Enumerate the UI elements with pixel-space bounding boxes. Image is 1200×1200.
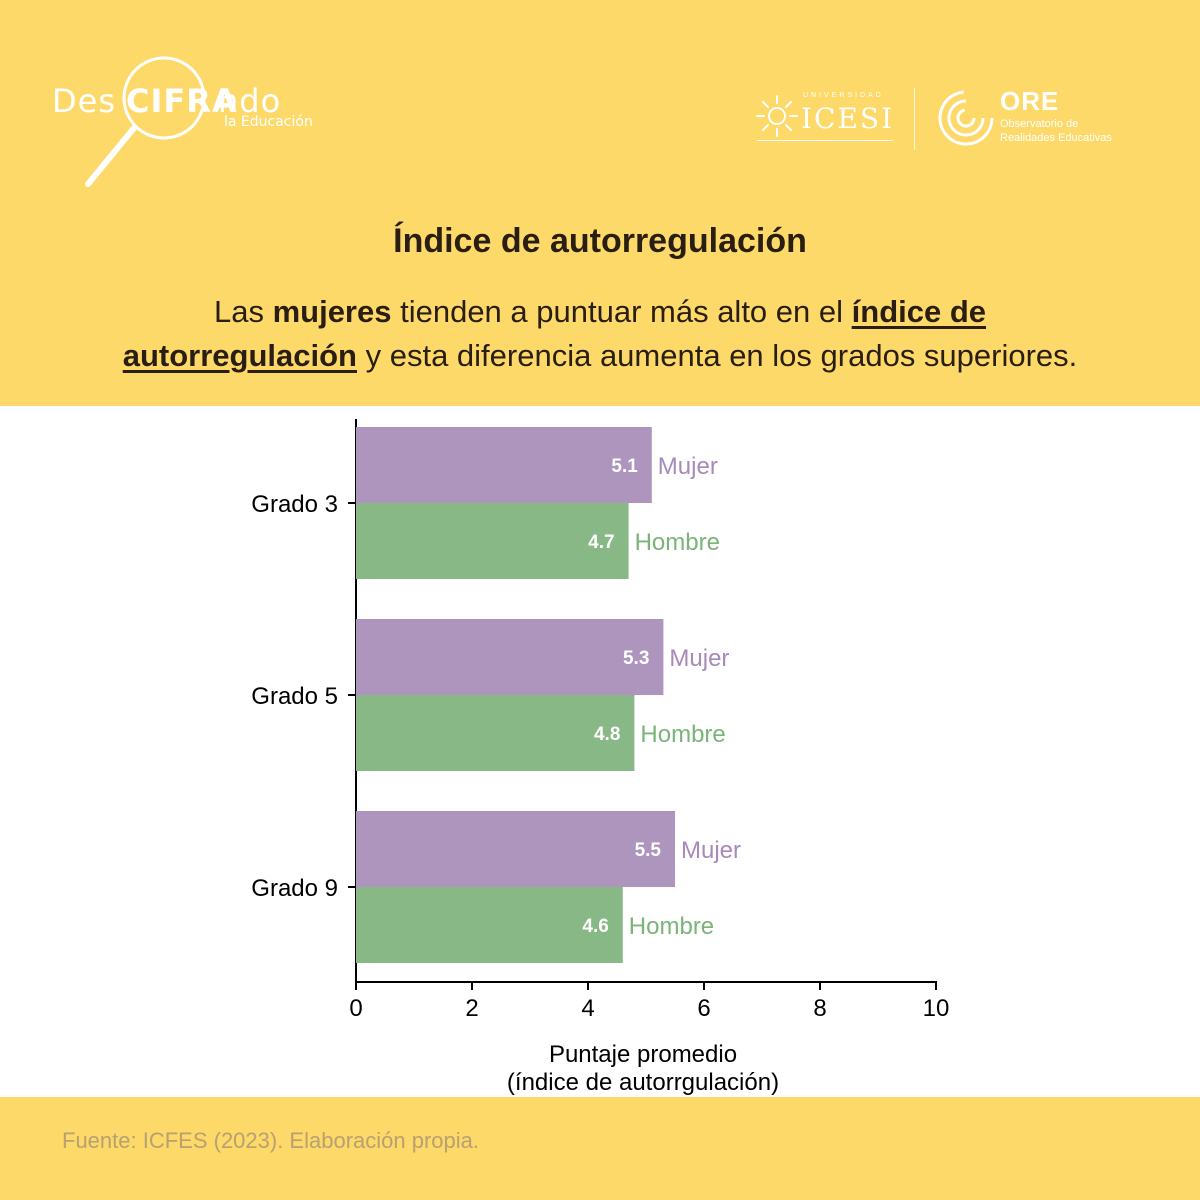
brand-name-part1: Des — [52, 82, 116, 120]
y-tick-label: Grado 5 — [251, 683, 338, 710]
ore-subtitle-line1: Observatorio de — [1000, 118, 1079, 130]
ore-logo: ORE Observatorio de Realidades Educativa… — [936, 84, 1136, 154]
data-label: 5.3 — [623, 648, 649, 669]
icesi-underline — [757, 140, 893, 141]
x-tick-label: 4 — [581, 995, 594, 1022]
ore-subtitle-line2: Realidades Educativas — [1000, 132, 1112, 144]
subtitle-bold: mujeres — [272, 294, 392, 329]
subtitle-mid: tienden a puntuar más alto en el — [391, 294, 852, 329]
y-tick-label: Grado 9 — [251, 875, 338, 902]
bar-hombre — [356, 503, 629, 579]
x-axis-label-line2: (índice de autorrgulación) — [507, 1069, 779, 1096]
bar-mujer — [356, 427, 652, 503]
source-note: Fuente: ICFES (2023). Elaboración propia… — [62, 1128, 480, 1153]
brand-subtitle: la Educación — [224, 114, 313, 130]
bar-chart: 0 2 4 6 8 10 Puntaje promedio(índice de autorr… — [251, 419, 950, 1096]
data-label: 4.6 — [582, 916, 608, 937]
data-label: 4.7 — [588, 532, 614, 553]
bar-mujer — [356, 811, 675, 887]
data-label: 5.5 — [635, 840, 662, 861]
footer-band — [0, 1097, 1200, 1200]
page-subtitle: Las mujeres tienden a puntuar más alto e… — [40, 290, 1160, 378]
x-tick-label: 10 — [923, 995, 950, 1022]
ore-title: ORE — [1000, 86, 1060, 116]
icesi-logo: UNIVERSIDAD ICESI — [755, 88, 895, 148]
page-title: Índice de autorregulación — [393, 222, 807, 260]
x-tick-label: 0 — [349, 995, 362, 1022]
bar-mujer — [356, 619, 664, 695]
x-axis-label-line1: Puntaje promedio — [549, 1041, 737, 1068]
y-tick-label: Grado 3 — [251, 491, 338, 518]
header-band — [0, 0, 1200, 406]
subtitle-link[interactable]: índice de autorregulación — [123, 294, 986, 373]
logo-divider — [914, 88, 915, 150]
bar-hombre — [356, 887, 623, 963]
descifrando-logo: Des CIFRA ndo la Educación — [44, 42, 344, 202]
data-label: 4.8 — [594, 724, 620, 745]
x-tick-label: 2 — [465, 995, 478, 1022]
bar-hombre — [356, 695, 635, 771]
data-label: 5.1 — [611, 456, 638, 477]
series-label-hombre: Hombre — [629, 913, 714, 940]
series-label-mujer: Mujer — [681, 837, 741, 864]
series-label-hombre: Hombre — [635, 529, 720, 556]
subtitle-post: y esta diferencia aumenta en los grados … — [356, 338, 1078, 373]
series-label-mujer: Mujer — [669, 645, 729, 672]
subtitle-pre: Las — [213, 294, 273, 329]
icesi-name: ICESI — [801, 102, 895, 135]
x-tick-label: 8 — [813, 995, 826, 1022]
subtitle-link-part1: índice de — [851, 294, 987, 329]
brand-name-part3: ndo — [218, 82, 282, 120]
subtitle-link-part2: autorregulación — [122, 338, 357, 373]
series-label-mujer: Mujer — [658, 453, 718, 480]
magnifier-icon — [85, 56, 206, 187]
brand-name-part2: CIFRA — [126, 82, 238, 120]
sun-emblem-icon — [756, 95, 798, 137]
x-tick-label: 6 — [697, 995, 710, 1022]
ore-spiral-icon — [938, 90, 994, 146]
icesi-university-label: UNIVERSIDAD — [803, 92, 884, 99]
series-label-hombre: Hombre — [640, 721, 725, 748]
